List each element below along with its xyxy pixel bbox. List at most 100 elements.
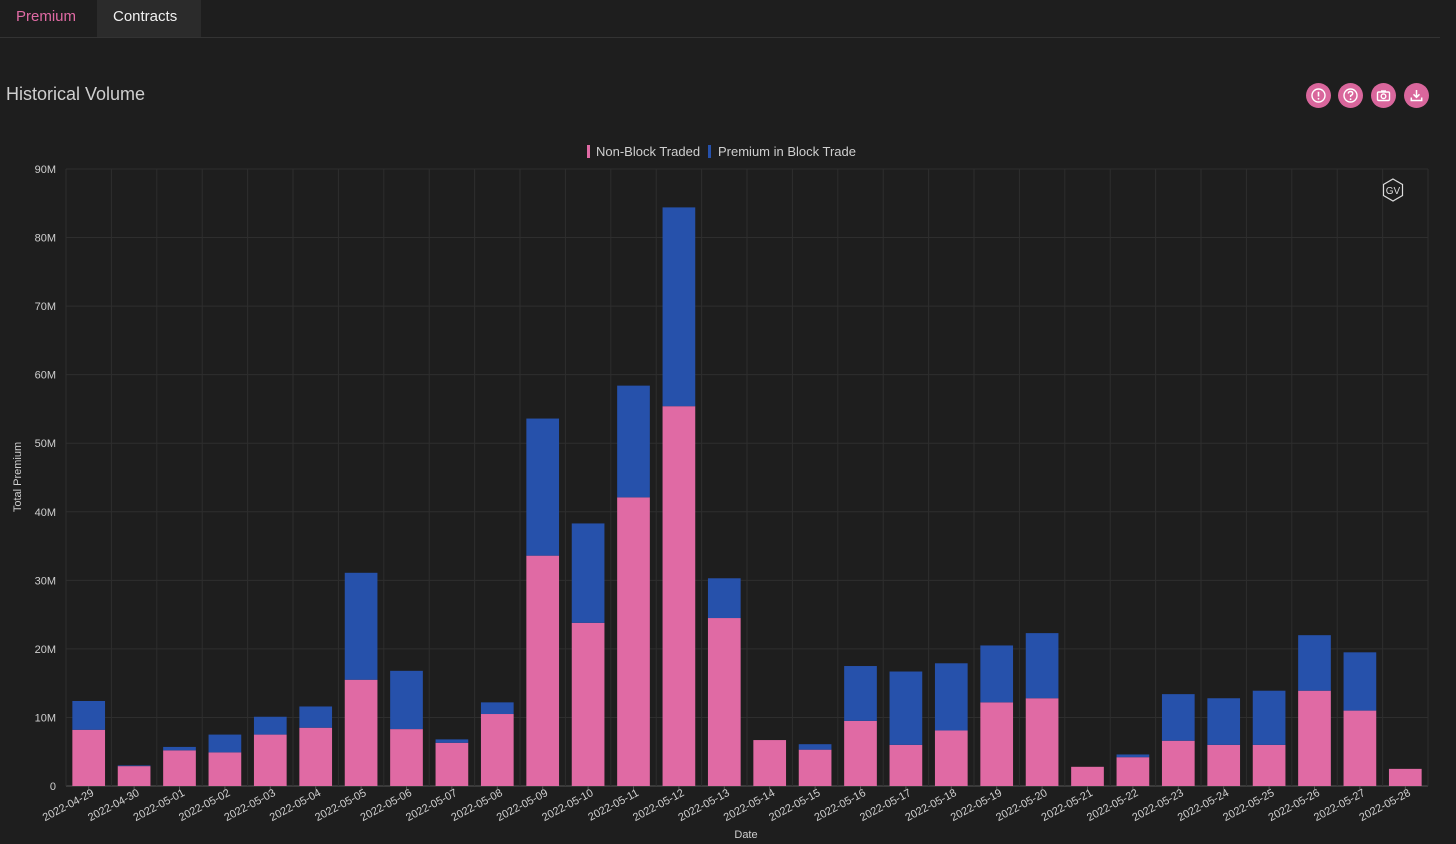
download-button[interactable]: [1404, 83, 1429, 108]
watermark-text: GV: [1386, 186, 1401, 197]
bar-non-block[interactable]: [798, 749, 832, 786]
x-tick-label: 2022-05-28: [1357, 787, 1412, 824]
x-axis: 2022-04-292022-04-302022-05-012022-05-02…: [41, 786, 1413, 824]
bar-non-block[interactable]: [617, 497, 650, 786]
x-tick-label: 2022-05-20: [994, 787, 1049, 824]
bar-non-block[interactable]: [707, 618, 741, 786]
bar-non-block[interactable]: [299, 727, 333, 786]
bar-non-block[interactable]: [1343, 710, 1377, 786]
bar-non-block[interactable]: [72, 729, 106, 786]
help-button[interactable]: [1338, 83, 1363, 108]
x-tick-label: 2022-05-25: [1221, 787, 1276, 824]
bar-block[interactable]: [208, 734, 242, 753]
bar-non-block[interactable]: [980, 702, 1014, 786]
bar-block[interactable]: [1116, 754, 1150, 758]
bar-non-block[interactable]: [662, 406, 696, 786]
bar-block[interactable]: [662, 207, 696, 407]
bar-block[interactable]: [526, 418, 560, 556]
bar-block[interactable]: [390, 670, 423, 730]
y-tick-label: 40M: [35, 507, 56, 519]
bar-non-block[interactable]: [390, 729, 423, 786]
y-tick-label: 70M: [35, 301, 56, 313]
bar-block[interactable]: [617, 385, 650, 498]
x-tick-label: 2022-05-09: [495, 787, 550, 824]
x-tick-label: 2022-05-04: [268, 787, 323, 824]
bar-block[interactable]: [344, 572, 378, 680]
bar-non-block[interactable]: [889, 744, 923, 786]
bar-block[interactable]: [571, 523, 605, 623]
bar-non-block[interactable]: [844, 720, 877, 786]
legend: Non-Block Traded Premium in Block Trade: [587, 144, 856, 159]
bar-non-block[interactable]: [1116, 757, 1150, 786]
x-tick-label: 2022-05-26: [1267, 787, 1322, 824]
y-tick-label: 60M: [35, 370, 56, 382]
y-tick-label: 20M: [35, 644, 56, 656]
tab-premium[interactable]: Premium: [0, 0, 95, 37]
bar-non-block[interactable]: [1252, 744, 1286, 786]
y-tick-label: 50M: [35, 438, 56, 450]
bar-block[interactable]: [163, 746, 196, 751]
bar-non-block[interactable]: [253, 734, 287, 786]
bar-non-block[interactable]: [1388, 768, 1422, 786]
bar-block[interactable]: [299, 706, 333, 728]
bar-block[interactable]: [934, 663, 968, 731]
bar-non-block[interactable]: [1298, 690, 1331, 786]
bar-non-block[interactable]: [163, 750, 196, 786]
bar-non-block[interactable]: [571, 622, 605, 786]
bar-non-block[interactable]: [344, 679, 378, 786]
x-tick-label: 2022-05-19: [949, 787, 1004, 824]
x-tick-label: 2022-05-06: [359, 787, 414, 824]
y-axis: 0 10M 20M 30M 40M 50M 60M 70M 80M 90M: [35, 164, 56, 793]
x-tick-label: 2022-05-13: [676, 787, 731, 824]
bar-non-block[interactable]: [526, 555, 560, 786]
x-tick-label: 2022-05-16: [813, 787, 868, 824]
bar-non-block[interactable]: [117, 766, 151, 786]
bar-non-block[interactable]: [753, 740, 787, 786]
alert-button[interactable]: [1306, 83, 1331, 108]
camera-icon: [1376, 90, 1391, 102]
bar-block[interactable]: [798, 744, 832, 750]
download-icon: [1410, 90, 1423, 102]
x-tick-label: 2022-05-08: [449, 787, 504, 824]
bar-block[interactable]: [1343, 652, 1377, 711]
bar-block[interactable]: [72, 700, 106, 730]
legend-swatch-non-block: [587, 145, 590, 158]
x-tick-label: 2022-04-29: [41, 787, 96, 824]
bar-block[interactable]: [435, 739, 469, 743]
x-tick-label: 2022-05-01: [132, 787, 187, 824]
y-tick-label: 80M: [35, 233, 56, 245]
bar-non-block[interactable]: [1161, 740, 1195, 786]
legend-label-block[interactable]: Premium in Block Trade: [718, 144, 856, 159]
bar-non-block[interactable]: [1207, 744, 1241, 786]
x-tick-label: 2022-05-14: [722, 787, 777, 824]
bar-block[interactable]: [889, 671, 923, 745]
bar-non-block[interactable]: [1071, 766, 1104, 786]
bar-block[interactable]: [1298, 635, 1331, 691]
screenshot-button[interactable]: [1371, 83, 1396, 108]
bars: [72, 207, 1422, 786]
legend-swatch-block: [708, 145, 711, 158]
tab-contracts[interactable]: Contracts: [97, 0, 201, 37]
y-tick-label: 10M: [35, 712, 56, 724]
bar-block[interactable]: [1207, 698, 1241, 745]
bar-block[interactable]: [253, 716, 287, 735]
section-title: Historical Volume: [6, 84, 146, 104]
bar-non-block[interactable]: [934, 730, 968, 786]
bar-block[interactable]: [707, 578, 741, 619]
x-tick-label: 2022-05-02: [177, 787, 232, 824]
bar-non-block[interactable]: [1025, 698, 1059, 786]
bar-non-block[interactable]: [435, 742, 469, 786]
x-tick-label: 2022-05-18: [903, 787, 958, 824]
bar-block[interactable]: [980, 645, 1014, 703]
bar-block[interactable]: [117, 765, 151, 767]
bar-block[interactable]: [1252, 690, 1286, 745]
bar-non-block[interactable]: [208, 752, 242, 786]
legend-label-non-block[interactable]: Non-Block Traded: [596, 144, 700, 159]
bar-block[interactable]: [480, 702, 514, 715]
bar-block[interactable]: [1161, 694, 1195, 741]
bar-block[interactable]: [1025, 633, 1059, 699]
bar-block[interactable]: [844, 666, 877, 721]
bar-non-block[interactable]: [480, 714, 514, 786]
x-tick-label: 2022-05-27: [1312, 787, 1367, 824]
y-tick-label: 90M: [35, 164, 56, 176]
